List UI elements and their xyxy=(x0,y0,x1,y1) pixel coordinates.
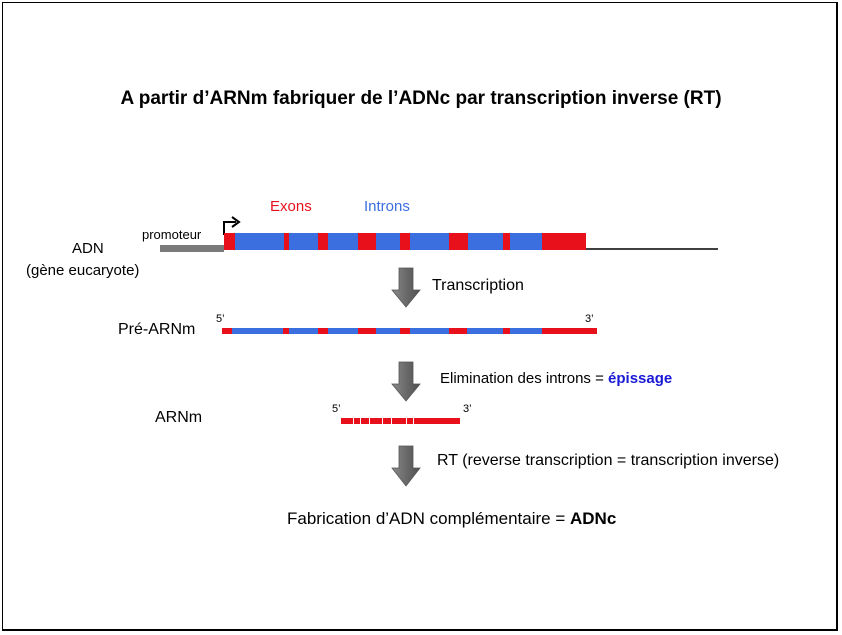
pre-mrna-label: Pré-ARNm xyxy=(118,321,196,338)
exon-segment xyxy=(449,233,468,250)
intron-segment xyxy=(510,328,542,334)
pre-mrna-five-prime: 5’ xyxy=(216,313,225,325)
intron-segment xyxy=(510,233,542,250)
exon-segment xyxy=(354,418,360,424)
transcription-start-arrow-icon xyxy=(223,221,236,235)
exon-segment xyxy=(341,418,353,424)
intron-segment xyxy=(235,233,284,250)
mrna-five-prime: 5’ xyxy=(332,403,341,415)
promoter-block xyxy=(160,245,224,252)
result-label: Fabrication d’ADN complémentaire = ADNc xyxy=(287,509,616,529)
intron-segment xyxy=(328,233,358,250)
mrna-label: ARNm xyxy=(155,409,203,426)
exon-segment xyxy=(318,233,328,250)
exon-segment xyxy=(318,328,328,334)
intron-segment xyxy=(328,328,358,334)
transcription-start-arrowhead-icon xyxy=(231,216,241,228)
exon-segment xyxy=(370,418,382,424)
mrna-bar xyxy=(341,418,460,424)
exon-segment xyxy=(503,328,510,334)
transcription-step-label: Transcription xyxy=(432,277,524,294)
splicing-step-label: Elimination des introns = épissage xyxy=(440,370,672,387)
exon-segment xyxy=(542,233,586,250)
promoter-label: promoteur xyxy=(142,227,202,242)
exon-segment xyxy=(283,328,289,334)
splicing-term: épissage xyxy=(608,370,673,387)
intron-segment xyxy=(232,328,283,334)
exon-segment xyxy=(222,328,232,334)
exon-segment xyxy=(392,418,406,424)
exon-segment xyxy=(358,328,376,334)
down-arrow-icon xyxy=(391,445,421,487)
pre-mrna-three-prime: 3’ xyxy=(585,313,594,325)
result-prefix: Fabrication d’ADN complémentaire = xyxy=(287,509,570,528)
mrna-three-prime: 3’ xyxy=(463,403,472,415)
exon-segment xyxy=(224,233,235,250)
intron-segment xyxy=(289,328,318,334)
exon-segment xyxy=(284,233,289,250)
intron-segment xyxy=(468,233,503,250)
intron-segment xyxy=(410,328,449,334)
intron-segment xyxy=(376,233,400,250)
intron-segment xyxy=(410,233,449,250)
exon-segment xyxy=(383,418,391,424)
dna-label: ADN xyxy=(72,240,104,257)
exon-segment xyxy=(407,418,413,424)
dna-sublabel: (gène eucaryote) xyxy=(26,262,140,279)
exon-segment xyxy=(400,233,410,250)
exons-label: Exons xyxy=(270,198,312,215)
result-term: ADNc xyxy=(569,509,617,528)
exon-segment xyxy=(449,328,467,334)
page-title: A partir d’ARNm fabriquer de l’ADNc par … xyxy=(120,88,722,109)
intron-segment xyxy=(467,328,503,334)
exon-segment xyxy=(358,233,376,250)
splicing-prefix: Elimination des introns = xyxy=(440,370,609,387)
intron-segment xyxy=(376,328,400,334)
gene-bar xyxy=(224,233,586,250)
down-arrow-icon xyxy=(391,361,421,402)
exon-segment xyxy=(503,233,510,250)
exon-segment xyxy=(400,328,410,334)
rt-step-label: RT (reverse transcription = transcriptio… xyxy=(437,452,780,469)
down-arrow-icon xyxy=(391,267,421,308)
exon-segment xyxy=(414,418,460,424)
exon-segment xyxy=(361,418,369,424)
introns-label: Introns xyxy=(364,198,410,215)
pre-mrna-bar xyxy=(222,328,597,334)
intron-segment xyxy=(289,233,318,250)
exon-segment xyxy=(542,328,597,334)
